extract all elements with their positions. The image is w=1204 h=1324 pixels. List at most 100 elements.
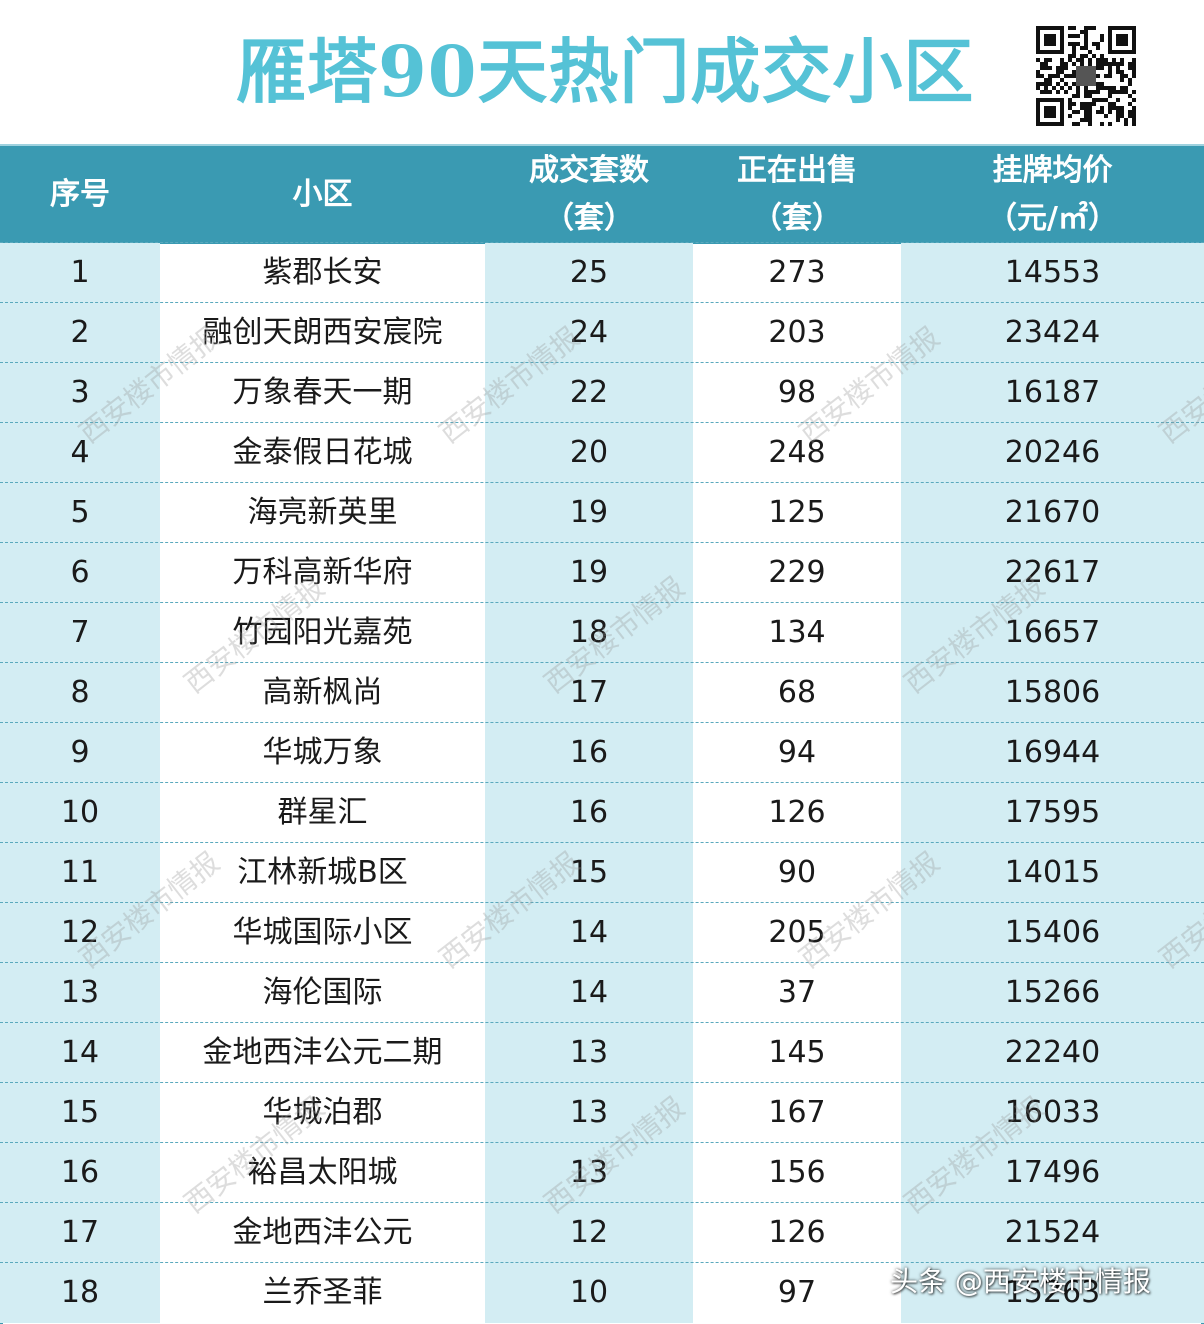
listing-count: 248 bbox=[768, 435, 826, 470]
row-number: 16 bbox=[0, 1143, 160, 1203]
community-name: 华城泊郡 bbox=[262, 1095, 383, 1130]
avg-price: 17595 bbox=[901, 783, 1204, 843]
listing-count: 125 bbox=[768, 495, 826, 530]
table-row: 11 江林新城B区 15 90 14015 bbox=[0, 842, 1204, 903]
table-row: 15 华城泊郡 13 167 16033 bbox=[0, 1082, 1204, 1143]
header-unit: （套） bbox=[544, 201, 634, 236]
avg-price: 14015 bbox=[901, 843, 1204, 903]
header-label: 小区 bbox=[292, 177, 353, 212]
community-name: 群星汇 bbox=[277, 795, 368, 830]
header-col-price: 挂牌均价 （元/㎡） bbox=[901, 146, 1204, 244]
deal-count: 14 bbox=[485, 963, 693, 1023]
row-number: 10 bbox=[0, 783, 160, 843]
table-row: 4 金泰假日花城 20 248 20246 bbox=[0, 422, 1204, 483]
community-name: 华城国际小区 bbox=[232, 915, 413, 950]
avg-price: 16033 bbox=[901, 1083, 1204, 1143]
deal-count: 13 bbox=[485, 1083, 693, 1143]
community-name: 万科高新华府 bbox=[232, 555, 413, 590]
row-number: 5 bbox=[0, 483, 160, 543]
table-row: 6 万科高新华府 19 229 22617 bbox=[0, 542, 1204, 603]
table-row: 5 海亮新英里 19 125 21670 bbox=[0, 482, 1204, 543]
table-row: 17 金地西沣公元 12 126 21524 bbox=[0, 1202, 1204, 1263]
community-name: 华城万象 bbox=[262, 735, 383, 770]
table-row: 9 华城万象 16 94 16944 bbox=[0, 722, 1204, 783]
row-number: 1 bbox=[0, 243, 160, 303]
community-name: 万象春天一期 bbox=[232, 375, 413, 410]
community-name: 金地西沣公元二期 bbox=[202, 1035, 443, 1070]
deal-count: 10 bbox=[485, 1263, 693, 1323]
header-unit: （套） bbox=[752, 201, 842, 236]
deal-count: 25 bbox=[485, 243, 693, 303]
row-number: 17 bbox=[0, 1203, 160, 1263]
deal-count: 24 bbox=[485, 303, 693, 363]
row-number: 2 bbox=[0, 303, 160, 363]
community-name: 海亮新英里 bbox=[247, 495, 398, 530]
deal-count: 19 bbox=[485, 543, 693, 603]
qr-code-icon bbox=[1036, 26, 1136, 126]
community-name: 竹园阳光嘉苑 bbox=[232, 615, 413, 650]
table-header: 序号 小区 成交套数 （套） 正在出售 （套） 挂牌均价 （元/㎡） bbox=[0, 144, 1204, 244]
avg-price: 22240 bbox=[901, 1023, 1204, 1083]
credit-label: 头条 @西安楼市情报 bbox=[890, 1265, 1151, 1298]
community-name: 高新枫尚 bbox=[262, 675, 383, 710]
header-col-name: 小区 bbox=[160, 146, 485, 244]
row-number: 11 bbox=[0, 843, 160, 903]
table-row: 8 高新枫尚 17 68 15806 bbox=[0, 662, 1204, 723]
table-row: 14 金地西沣公元二期 13 145 22240 bbox=[0, 1022, 1204, 1083]
avg-price: 21524 bbox=[901, 1203, 1204, 1263]
deal-count: 14 bbox=[485, 903, 693, 963]
row-number: 12 bbox=[0, 903, 160, 963]
listing-count: 156 bbox=[768, 1155, 826, 1190]
community-name: 金地西沣公元 bbox=[232, 1215, 413, 1250]
listing-count: 126 bbox=[768, 795, 826, 830]
avg-price: 15263 bbox=[901, 1263, 1204, 1323]
page-title: 雁塔90天热门成交小区 bbox=[236, 30, 975, 113]
table-row: 10 群星汇 16 126 17595 bbox=[0, 782, 1204, 843]
table-row: 3 万象春天一期 22 98 16187 bbox=[0, 362, 1204, 423]
deal-count: 17 bbox=[485, 663, 693, 723]
table-row: 18 兰乔圣菲 10 97 15263 bbox=[0, 1262, 1204, 1323]
listing-count: 134 bbox=[768, 615, 826, 650]
row-number: 4 bbox=[0, 423, 160, 483]
avg-price: 15806 bbox=[901, 663, 1204, 723]
listing-count: 68 bbox=[777, 675, 817, 710]
row-number: 15 bbox=[0, 1083, 160, 1143]
row-number: 13 bbox=[0, 963, 160, 1023]
listing-count: 126 bbox=[768, 1215, 826, 1250]
row-number: 3 bbox=[0, 363, 160, 423]
table-row: 12 华城国际小区 14 205 15406 bbox=[0, 902, 1204, 963]
table-row: 7 竹园阳光嘉苑 18 134 16657 bbox=[0, 602, 1204, 663]
row-number: 9 bbox=[0, 723, 160, 783]
header-label: 挂牌均价 bbox=[992, 153, 1113, 188]
community-name: 海伦国际 bbox=[262, 975, 383, 1010]
avg-price: 14553 bbox=[901, 243, 1204, 303]
listing-count: 229 bbox=[768, 555, 826, 590]
row-number: 7 bbox=[0, 603, 160, 663]
deal-count: 16 bbox=[485, 783, 693, 843]
avg-price: 20246 bbox=[901, 423, 1204, 483]
deal-count: 13 bbox=[485, 1023, 693, 1083]
table-body: 1 紫郡长安 25 273 14553 2 融创天朗西安宸院 24 203 23424 3 万象春天一… bbox=[0, 242, 1204, 1324]
title-area: 雁塔90天热门成交小区 bbox=[0, 0, 1204, 144]
table-row: 13 海伦国际 14 37 15266 bbox=[0, 962, 1204, 1023]
avg-price: 21670 bbox=[901, 483, 1204, 543]
avg-price: 15406 bbox=[901, 903, 1204, 963]
header-col-listed: 正在出售 （套） bbox=[693, 146, 901, 244]
header-label: 正在出售 bbox=[737, 153, 857, 188]
community-name: 紫郡长安 bbox=[262, 255, 383, 290]
community-name: 江林新城B区 bbox=[237, 855, 408, 890]
avg-price: 16187 bbox=[901, 363, 1204, 423]
community-name: 裕昌太阳城 bbox=[247, 1155, 398, 1190]
deal-count: 22 bbox=[485, 363, 693, 423]
listing-count: 98 bbox=[777, 375, 817, 410]
avg-price: 16657 bbox=[901, 603, 1204, 663]
header-col-no: 序号 bbox=[0, 146, 160, 244]
row-number: 6 bbox=[0, 543, 160, 603]
community-name: 融创天朗西安宸院 bbox=[202, 315, 443, 350]
header-col-deals: 成交套数 （套） bbox=[485, 146, 693, 244]
row-number: 14 bbox=[0, 1023, 160, 1083]
listing-count: 167 bbox=[768, 1095, 826, 1130]
deal-count: 20 bbox=[485, 423, 693, 483]
listing-count: 145 bbox=[768, 1035, 826, 1070]
listing-count: 205 bbox=[768, 915, 826, 950]
